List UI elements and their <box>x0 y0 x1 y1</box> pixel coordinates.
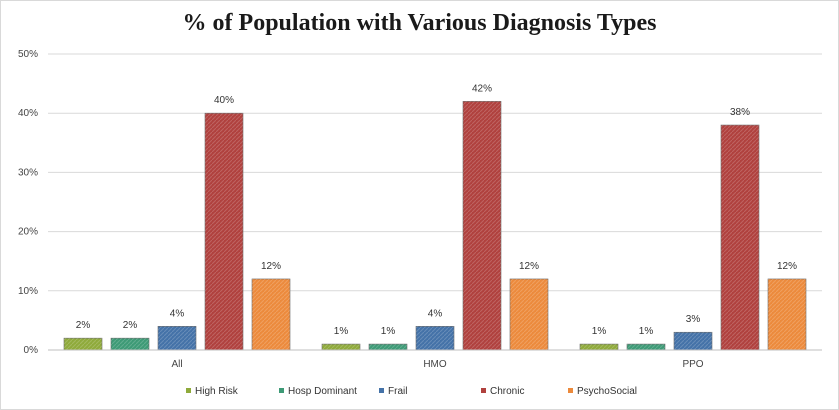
data-label: 12% <box>519 261 539 272</box>
legend-swatch-psychosocial <box>568 388 573 393</box>
bar-texture <box>64 338 102 350</box>
x-category-label: HMO <box>423 359 447 370</box>
data-label: 1% <box>381 326 396 337</box>
y-tick-label: 40% <box>18 108 38 119</box>
bar-texture <box>252 278 290 350</box>
bar-texture <box>627 344 665 350</box>
bar-texture <box>580 344 618 350</box>
bar-texture <box>111 338 149 350</box>
bar-texture <box>674 332 712 350</box>
data-label: 12% <box>777 261 797 272</box>
data-label: 1% <box>334 326 349 337</box>
bar-texture <box>416 326 454 350</box>
legend-swatch-hosp-dominant <box>279 388 284 393</box>
bar-texture <box>510 278 548 350</box>
data-label: 38% <box>730 107 750 118</box>
data-label: 2% <box>76 320 91 331</box>
bar-texture <box>205 113 243 350</box>
y-tick-label: 30% <box>18 167 38 178</box>
y-tick-label: 10% <box>18 286 38 297</box>
data-label: 4% <box>170 308 185 319</box>
y-tick-label: 0% <box>24 345 39 356</box>
bar-texture <box>721 125 759 350</box>
legend-swatch-frail <box>379 388 384 393</box>
data-label: 1% <box>592 326 607 337</box>
legend-swatch-chronic <box>481 388 486 393</box>
data-label: 3% <box>686 314 701 325</box>
legend-label: Chronic <box>490 386 524 397</box>
bars <box>63 101 807 351</box>
x-category-label: PPO <box>682 359 703 370</box>
bar-texture <box>322 344 360 350</box>
data-labels: 2% 2% 4% 40% 12% 1% 1% 4% 42% 12% 1% 1% 3% 38% 12% <box>76 83 797 337</box>
bar-texture <box>158 326 196 350</box>
data-label: 4% <box>428 308 443 319</box>
x-category-label: All <box>171 359 182 370</box>
data-label: 1% <box>639 326 654 337</box>
data-label: 2% <box>123 320 138 331</box>
data-label: 12% <box>261 261 281 272</box>
bar-texture <box>369 344 407 350</box>
chart-title: % of Population with Various Diagnosis T… <box>182 10 657 36</box>
y-tick-label: 20% <box>18 227 38 238</box>
legend-label: Frail <box>388 386 407 397</box>
gridlines <box>48 53 822 292</box>
y-tick-label: 50% <box>18 49 38 60</box>
bar-texture <box>463 101 501 350</box>
legend-label: PsychoSocial <box>577 386 637 397</box>
data-label: 42% <box>472 83 492 94</box>
axes: 0% 10% 20% 30% 40% 50% All HMO PPO <box>18 49 822 370</box>
data-label: 40% <box>214 95 234 106</box>
legend-swatch-high-risk <box>186 388 191 393</box>
legend: High Risk Hosp Dominant Frail Chronic Psycho… <box>186 386 637 397</box>
legend-label: High Risk <box>195 386 239 397</box>
legend-label: Hosp Dominant <box>288 386 357 397</box>
bar-texture <box>768 278 806 350</box>
